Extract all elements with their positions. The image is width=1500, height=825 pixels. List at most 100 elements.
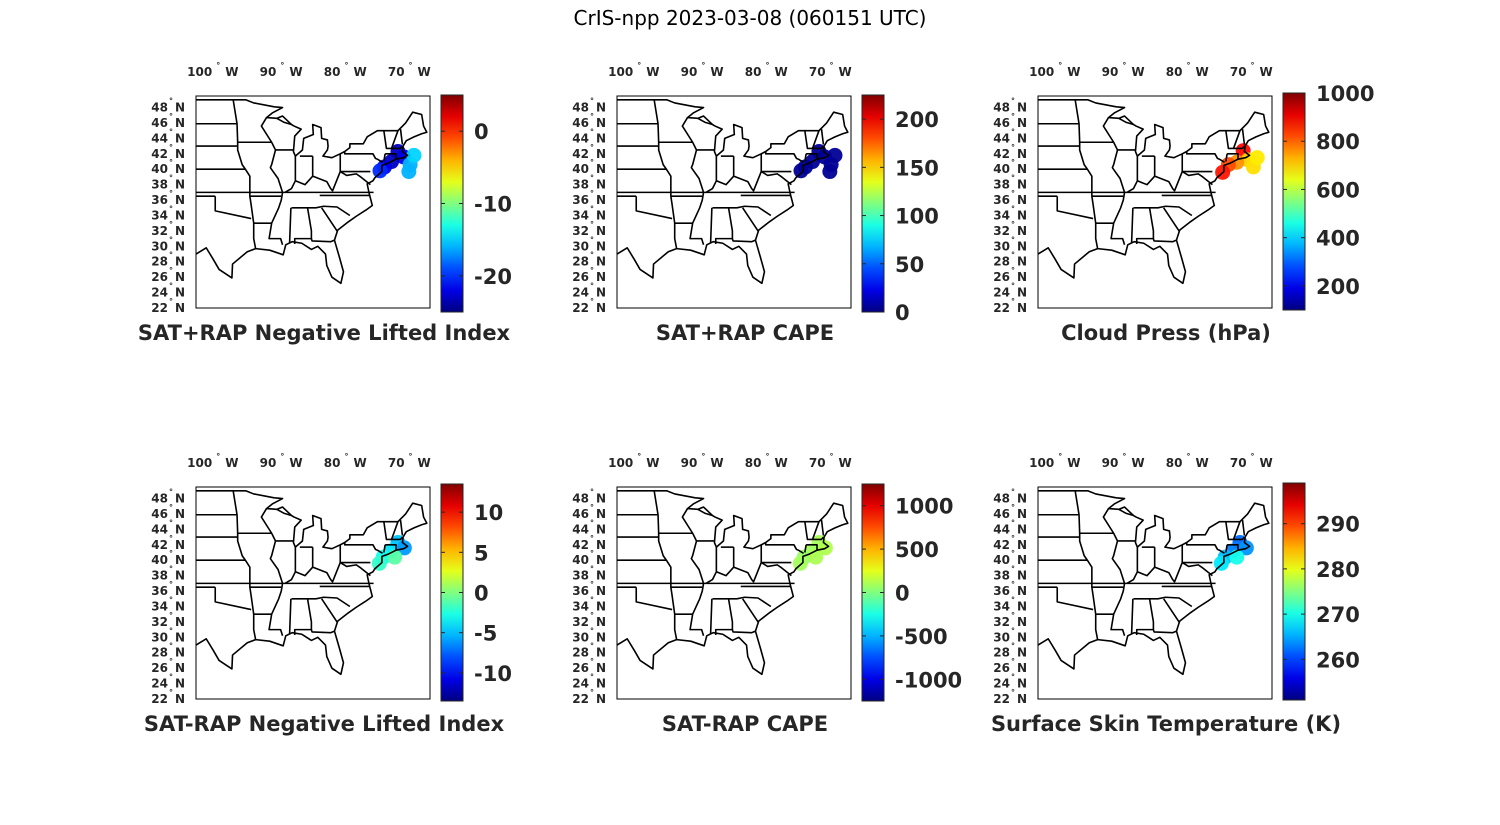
lat-hemisphere: N (1017, 193, 1027, 207)
lat-tick-label: 48 (993, 101, 1010, 115)
lat-hemisphere: N (1017, 553, 1027, 567)
state-boundary (276, 117, 292, 126)
obs-point (1249, 150, 1265, 166)
state-boundary (260, 508, 273, 534)
lat-hemisphere: N (1017, 239, 1027, 253)
map-area (617, 490, 849, 676)
degree-symbol: ° (590, 235, 594, 244)
degree-symbol: ° (344, 452, 348, 461)
degree-symbol: ° (590, 174, 594, 183)
degree-symbol: ° (1011, 549, 1015, 558)
lat-tick-label: 32 (572, 224, 589, 238)
lat-tick-label: 34 (151, 208, 168, 222)
obs-point (808, 549, 824, 565)
lat-tick-label: 36 (572, 193, 589, 207)
state-boundary (293, 207, 313, 245)
lat-hemisphere: N (596, 692, 606, 706)
lat-tick-label: 46 (572, 507, 589, 521)
lon-hemisphere: W (1260, 65, 1273, 79)
state-boundary (1225, 130, 1246, 150)
map-frame (616, 486, 852, 700)
degree-symbol: ° (701, 61, 705, 70)
lat-hemisphere: N (175, 630, 185, 644)
lat-tick-label: 38 (993, 178, 1010, 192)
state-boundary (1056, 587, 1094, 611)
map-panel-3: 100 ° W 90 ° W 80 ° W 70 ° W48 ° N46 ° N44 ° N42 ° N40 ° N38 °… (993, 61, 1374, 345)
lat-hemisphere: N (596, 208, 606, 222)
lat-hemisphere: N (1017, 492, 1027, 506)
state-boundary (731, 629, 756, 634)
state-boundary (343, 151, 383, 163)
lon-hemisphere: W (710, 65, 723, 79)
lat-tick-label: 22 (151, 301, 168, 315)
degree-symbol: ° (169, 282, 173, 291)
lat-hemisphere: N (1017, 147, 1027, 161)
lat-tick-label: 42 (572, 538, 589, 552)
degree-symbol: ° (1011, 220, 1015, 229)
lat-hemisphere: N (596, 599, 606, 613)
state-boundary (709, 207, 713, 244)
lon-hemisphere: W (289, 65, 302, 79)
lat-tick-label: 48 (572, 101, 589, 115)
state-boundary (1241, 129, 1246, 145)
state-boundary (1227, 153, 1239, 160)
obs-point (822, 164, 838, 180)
lon-hemisphere: W (1260, 456, 1273, 470)
lat-hemisphere: N (175, 239, 185, 253)
degree-symbol: ° (1011, 673, 1015, 682)
colorbar-tick-label: -10 (474, 662, 512, 686)
degree-symbol: ° (216, 452, 220, 461)
obs-point (387, 549, 403, 565)
lat-tick-label: 28 (151, 255, 168, 269)
lat-tick-label: 44 (151, 131, 168, 145)
degree-symbol: ° (169, 565, 173, 574)
degree-symbol: ° (1011, 595, 1015, 604)
lat-tick-label: 48 (151, 101, 168, 115)
degree-symbol: ° (169, 97, 173, 106)
state-boundary (268, 141, 284, 246)
colorbar-tick-label: -1000 (895, 668, 962, 692)
lat-tick-label: 46 (151, 116, 168, 130)
colorbar-tick-label: 270 (1316, 603, 1360, 627)
state-boundary (806, 153, 818, 160)
state-boundary (288, 207, 292, 244)
lat-hemisphere: N (1017, 599, 1027, 613)
degree-symbol: ° (1011, 657, 1015, 666)
degree-symbol: ° (1011, 127, 1015, 136)
lat-tick-label: 28 (572, 646, 589, 660)
degree-symbol: ° (1011, 158, 1015, 167)
colorbar-tick-label: 1000 (895, 495, 953, 519)
state-boundary (741, 598, 760, 623)
lat-hemisphere: N (175, 208, 185, 222)
lat-tick-label: 26 (572, 661, 589, 675)
degree-symbol: ° (169, 143, 173, 152)
state-boundary (1102, 117, 1115, 143)
degree-symbol: ° (765, 61, 769, 70)
degree-symbol: ° (590, 127, 594, 136)
lat-hemisphere: N (1017, 208, 1027, 222)
lat-hemisphere: N (175, 270, 185, 284)
lat-tick-label: 40 (993, 553, 1010, 567)
degree-symbol: ° (169, 220, 173, 229)
lat-tick-label: 30 (151, 239, 168, 253)
lat-tick-label: 48 (572, 492, 589, 506)
lat-hemisphere: N (1017, 255, 1027, 269)
state-boundary (1110, 141, 1126, 246)
state-boundary (764, 151, 804, 163)
lat-tick-label: 28 (572, 255, 589, 269)
degree-symbol: ° (590, 580, 594, 589)
lat-hemisphere: N (596, 178, 606, 192)
state-boundary (1102, 508, 1115, 534)
lat-tick-label: 40 (572, 553, 589, 567)
state-boundary (295, 562, 341, 583)
state-boundary (1162, 207, 1181, 232)
state-boundary (1181, 561, 1213, 577)
panel-title: SAT+RAP CAPE (656, 321, 834, 345)
lat-hemisphere: N (596, 569, 606, 583)
lat-hemisphere: N (1017, 301, 1027, 315)
state-boundary (653, 99, 678, 249)
lat-tick-label: 44 (151, 522, 168, 536)
lon-hemisphere: W (839, 65, 852, 79)
lat-hemisphere: N (175, 178, 185, 192)
state-boundary (681, 508, 694, 534)
